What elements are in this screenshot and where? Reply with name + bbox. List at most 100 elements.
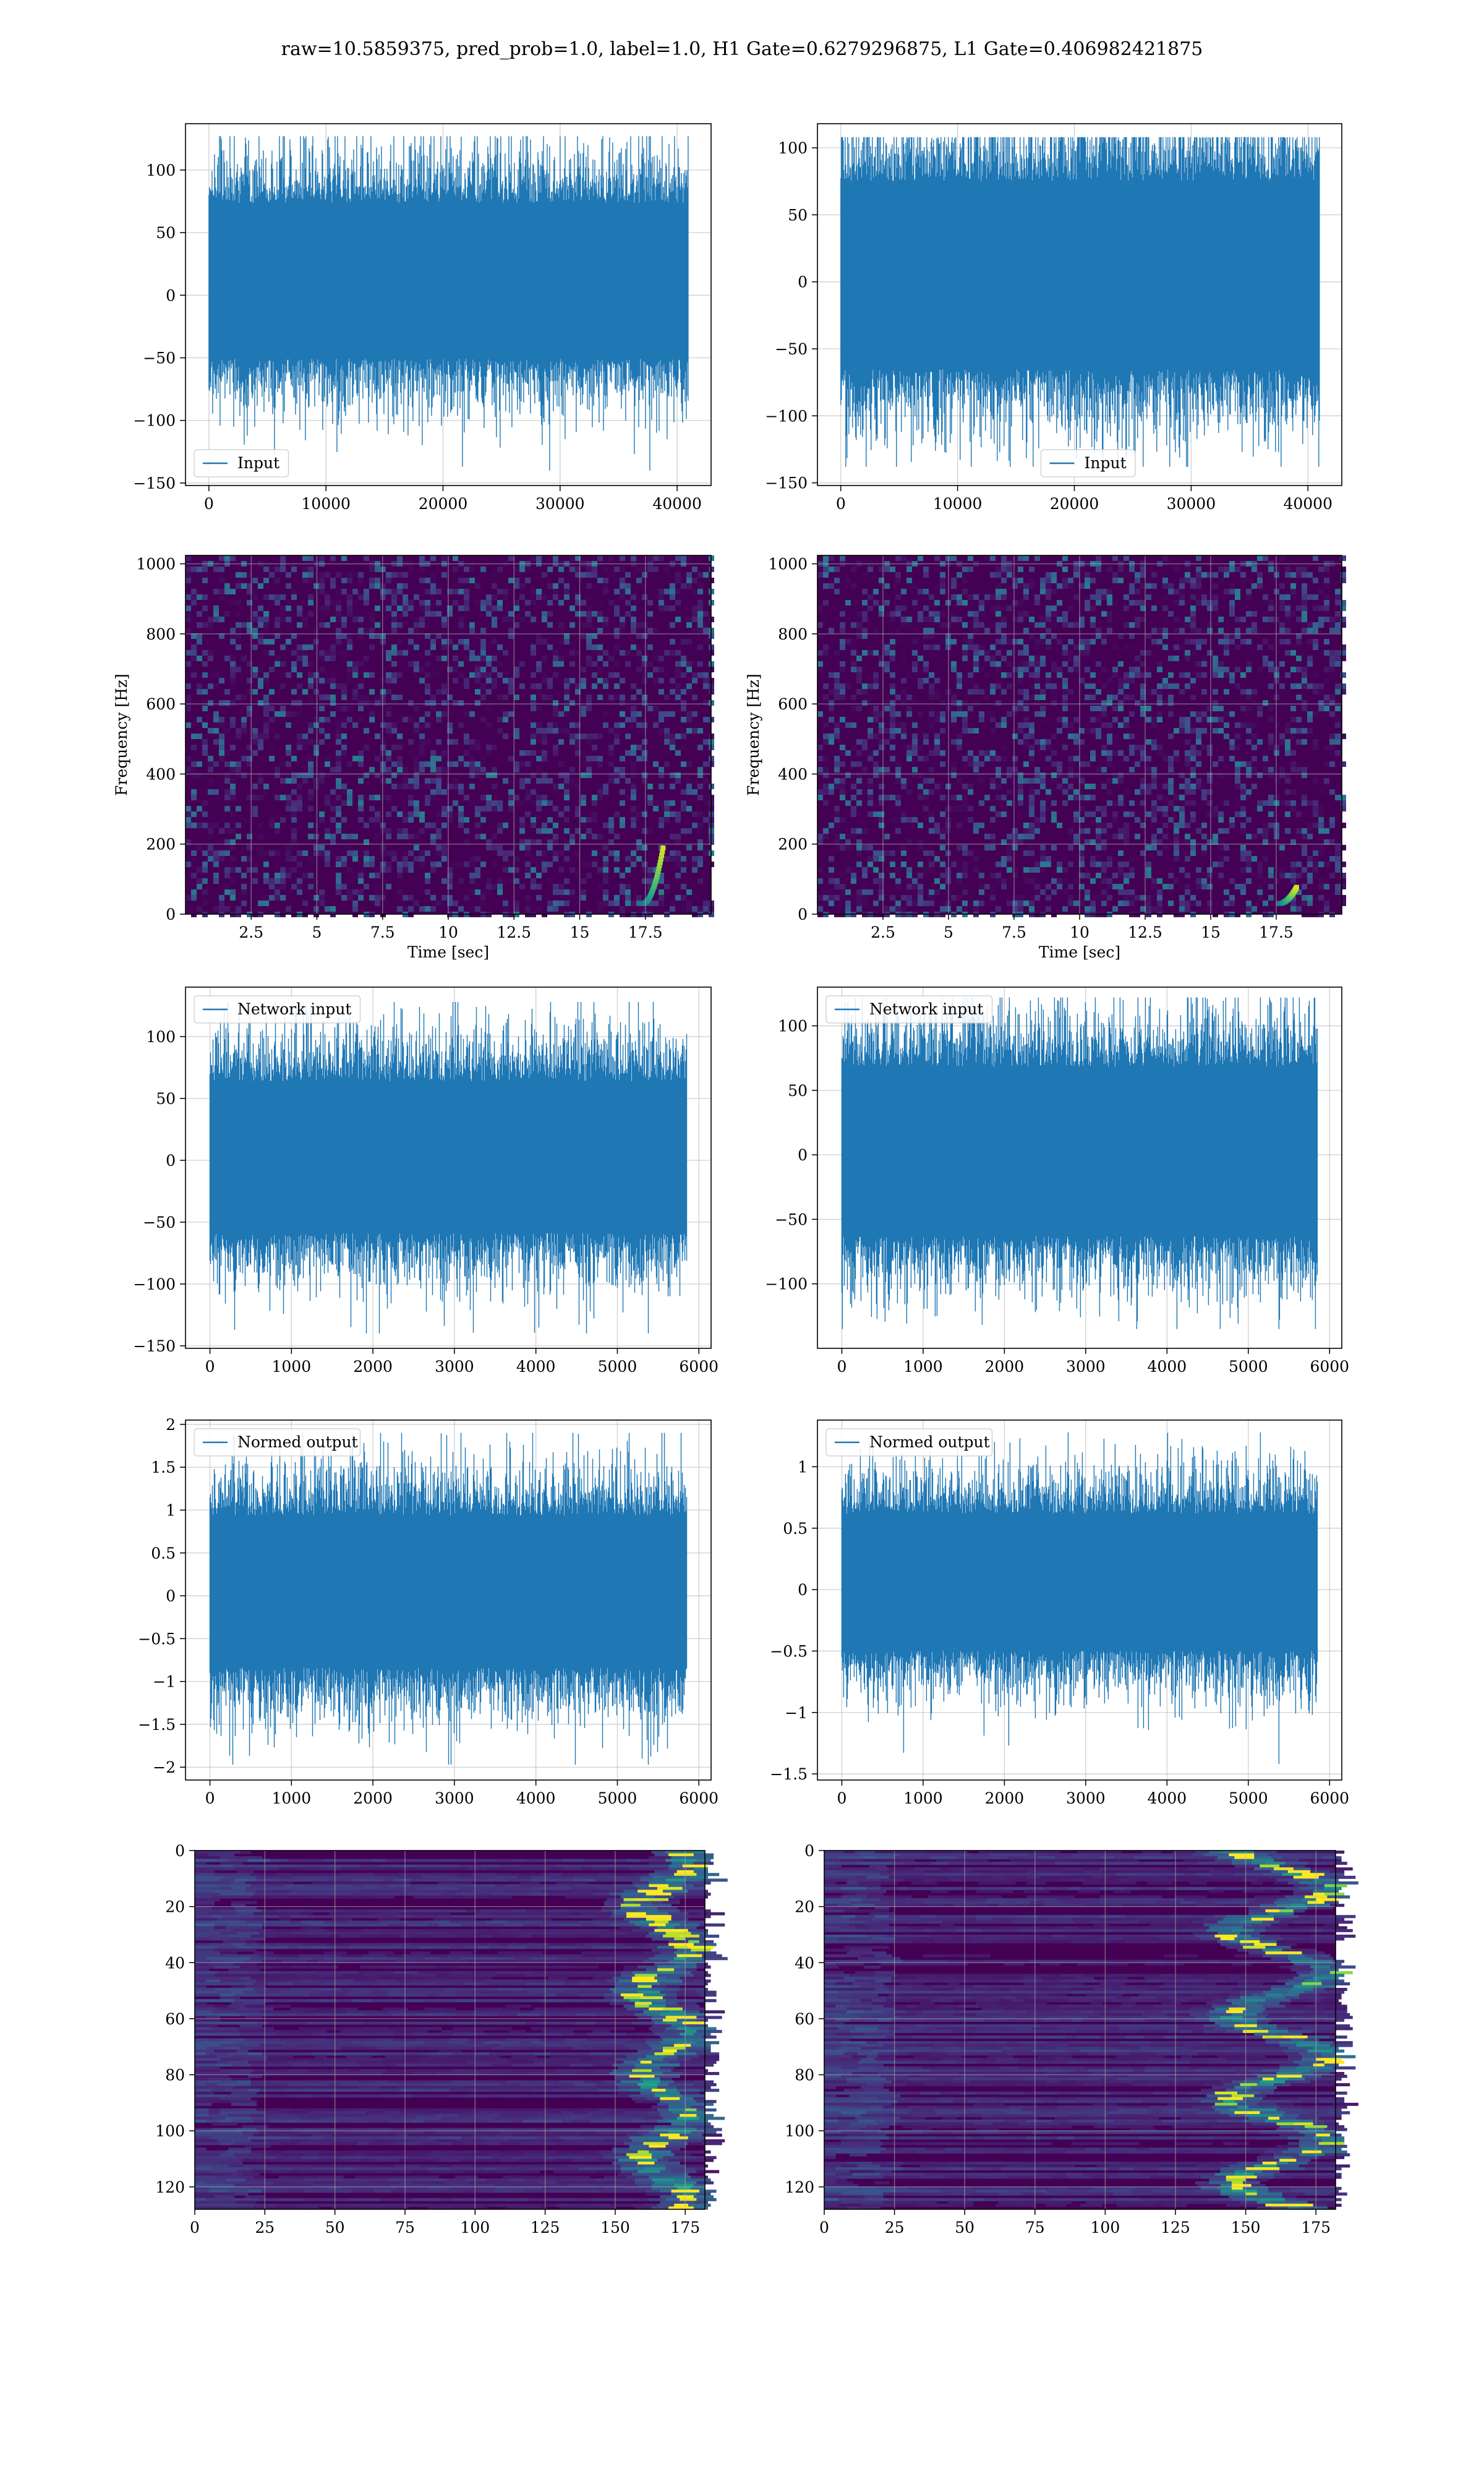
x-tick-label: 0 <box>205 1358 215 1376</box>
y-tick-label: 800 <box>778 625 808 643</box>
x-tick-label: 25 <box>885 2219 905 2236</box>
series-line <box>841 997 1318 1329</box>
x-tick-label: 12.5 <box>1128 923 1162 941</box>
chirp-mark <box>657 860 663 865</box>
heatmap-cells <box>824 1851 1358 2210</box>
y-tick-label: 0 <box>175 1842 185 1860</box>
legend-label: Input <box>237 454 279 472</box>
x-tick-label: 6000 <box>1310 1358 1349 1376</box>
x-tick-label: 5000 <box>1229 1358 1268 1376</box>
y-tick-label: −50 <box>775 340 808 358</box>
x-tick-label: 0 <box>819 2219 829 2236</box>
x-tick-label: 100 <box>460 2219 490 2236</box>
x-tick-label: 20000 <box>419 495 468 513</box>
x-tick-label: 175 <box>670 2219 700 2236</box>
x-tick-label: 6000 <box>1310 1789 1349 1807</box>
legend-box <box>1040 449 1136 477</box>
y-tick-label: 400 <box>146 765 176 783</box>
y-tick-label: 1 <box>166 1502 176 1520</box>
x-tick-label: 4000 <box>1148 1789 1187 1807</box>
legend-box <box>825 1428 993 1457</box>
y-tick-label: 100 <box>155 2122 185 2140</box>
x-tick-label: 5000 <box>598 1789 638 1807</box>
y-tick-label: 1000 <box>136 555 176 573</box>
x-tick-label: 125 <box>531 2219 560 2236</box>
x-tick-label: 17.5 <box>1259 923 1294 941</box>
y-tick-label: 80 <box>165 2066 185 2084</box>
x-tick-label: 0 <box>204 495 214 513</box>
x-tick-label: 7.5 <box>1002 923 1026 941</box>
x-tick-label: 2.5 <box>871 923 895 941</box>
chirp-mark <box>659 853 665 858</box>
y-tick-label: −100 <box>133 412 176 430</box>
y-tick-label: 600 <box>146 695 176 713</box>
axes-frame <box>185 555 712 915</box>
heatmap-cells <box>186 555 714 917</box>
y-tick-label: −2 <box>153 1758 176 1776</box>
x-tick-label: 30000 <box>535 495 585 513</box>
x-tick-label: 1000 <box>903 1789 943 1807</box>
panel-feature-map-h1: 0 25 50 75 100 125 150 175 0 20 40 60 80 100 120 <box>155 1842 728 2236</box>
chirp-mark <box>656 866 662 871</box>
y-tick-label: 0.5 <box>151 1544 176 1562</box>
panel-network-input-l1: 0 1000 2000 3000 4000 5000 6000 −100 −50 0 50 100 Ne… <box>765 987 1349 1376</box>
legend: Input <box>1040 449 1136 477</box>
y-tick-label: 50 <box>788 1082 808 1100</box>
x-tick-label: 5000 <box>1229 1789 1268 1807</box>
y-tick-label: 60 <box>795 2010 814 2028</box>
y-tick-label: 100 <box>146 1028 176 1046</box>
x-tick-label: 3000 <box>1066 1358 1106 1376</box>
y-tick-label: 80 <box>795 2066 814 2084</box>
y-tick-label: −100 <box>133 1275 176 1293</box>
y-tick-label: 100 <box>146 161 176 179</box>
legend-label: Normed output <box>869 1433 990 1451</box>
y-tick-label: 0 <box>798 905 808 923</box>
x-tick-label: 1000 <box>272 1358 312 1376</box>
y-tick-label: −150 <box>133 474 176 492</box>
x-tick-label: 2.5 <box>239 923 263 941</box>
panel-feature-map-l1: 0 25 50 75 100 125 150 175 0 20 40 60 80 100 120 <box>785 1842 1358 2236</box>
x-tick-label: 0 <box>836 495 846 513</box>
y-axis-label: Frequency [Hz] <box>113 674 130 796</box>
x-tick-label: 10 <box>1070 923 1090 941</box>
chirp-mark <box>655 869 661 875</box>
series-line <box>841 1432 1318 1765</box>
legend-box <box>194 449 289 477</box>
y-tick-label: 0 <box>798 1581 808 1599</box>
panel-normed-output-l1: 0 1000 2000 3000 4000 5000 6000 −1.5 −1 −0.5 0 0.5 1… <box>770 1419 1349 1807</box>
chirp-mark <box>654 877 659 883</box>
y-tick-label: −100 <box>765 1275 808 1293</box>
axes-frame <box>185 987 712 1349</box>
y-tick-label: 60 <box>165 2010 185 2028</box>
series-line <box>840 137 1320 467</box>
x-tick-label: 12.5 <box>497 923 531 941</box>
y-tick-label: 200 <box>146 836 176 854</box>
x-tick-label: 0 <box>190 2219 200 2236</box>
y-tick-label: 0.5 <box>783 1520 808 1538</box>
x-tick-label: 4000 <box>516 1789 556 1807</box>
y-tick-label: 2 <box>166 1416 176 1434</box>
axes-frame <box>817 1419 1342 1781</box>
axes-frame <box>817 123 1342 486</box>
x-tick-label: 7.5 <box>370 923 395 941</box>
x-tick-label: 0 <box>837 1358 846 1376</box>
x-tick-label: 30000 <box>1167 495 1216 513</box>
y-tick-label: 0 <box>166 905 176 923</box>
y-tick-label: 100 <box>778 139 808 157</box>
chirp-mark <box>654 875 660 880</box>
y-tick-label: 200 <box>778 836 808 854</box>
y-tick-label: 400 <box>778 765 808 783</box>
y-tick-label: −50 <box>143 349 176 367</box>
x-tick-label: 150 <box>600 2219 630 2236</box>
panel-input-l1: 0 10000 20000 30000 40000 −150 −100 −50 0 50 100 In… <box>765 123 1342 513</box>
chirp-mark <box>660 845 666 851</box>
y-tick-label: 100 <box>785 2122 814 2140</box>
y-tick-label: 0 <box>166 1152 176 1170</box>
x-tick-label: 40000 <box>1283 495 1333 513</box>
x-tick-label: 125 <box>1161 2219 1190 2236</box>
x-tick-label: 75 <box>395 2219 415 2236</box>
y-tick-label: −0.5 <box>770 1642 808 1660</box>
x-tick-label: 0 <box>205 1789 215 1807</box>
series-line <box>209 1432 688 1765</box>
